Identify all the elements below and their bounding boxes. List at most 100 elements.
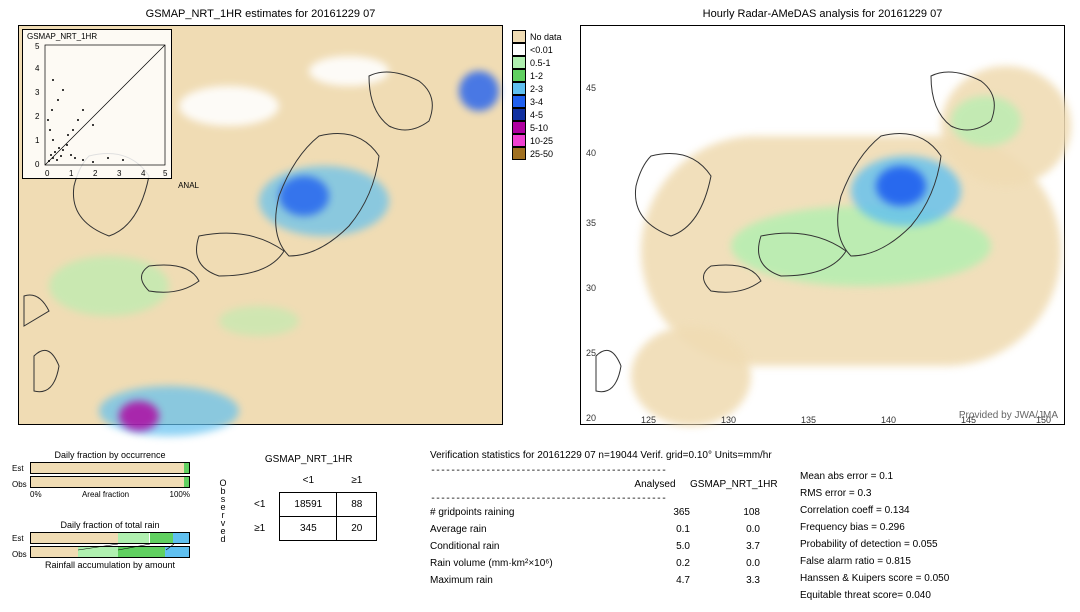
legend-item: 2-3 (512, 82, 562, 95)
svg-text:2: 2 (93, 169, 98, 178)
ctable-cell-10: 345 (280, 517, 337, 541)
legend-label: No data (530, 32, 562, 42)
legend-label: 10-25 (530, 136, 553, 146)
right-map-background: 454035 302520 125130135 140145150 (581, 26, 1064, 424)
metric-line: False alarm ratio = 0.815 (800, 553, 949, 570)
legend-label: 5-10 (530, 123, 548, 133)
frac-total-obs-bar (30, 546, 190, 558)
svg-text:40: 40 (586, 148, 596, 158)
contingency-table: GSMAP_NRT_1HR <1 ≥1 <1 18591 88 ≥1 345 2… (240, 454, 377, 541)
ctable-col-0: <1 (280, 469, 337, 493)
legend-swatch (512, 69, 526, 82)
metric-line: Probability of detection = 0.055 (800, 536, 949, 553)
svg-text:20: 20 (586, 413, 596, 423)
ctable-cell-00: 18591 (280, 493, 337, 517)
svg-text:140: 140 (881, 415, 896, 425)
stats-row: Conditional rain5.03.7 (430, 538, 772, 555)
svg-text:4: 4 (141, 169, 146, 178)
ctable-col-1: ≥1 (337, 469, 377, 493)
legend-swatch (512, 121, 526, 134)
legend-item: 0.5-1 (512, 56, 562, 69)
legend-swatch (512, 147, 526, 160)
right-coastline: 454035 302520 125130135 140145150 (581, 26, 1066, 426)
stats-val-a: 0.2 (620, 555, 690, 572)
fraction-occurrence-chart: Daily fraction by occurrence Est Obs 0% … (30, 450, 190, 499)
svg-text:135: 135 (801, 415, 816, 425)
svg-text:45: 45 (586, 83, 596, 93)
stats-metrics: Mean abs error = 0.1RMS error = 0.3Corre… (800, 468, 949, 604)
frac-x-mid: Areal fraction (82, 490, 129, 499)
ctable-title: GSMAP_NRT_1HR (240, 454, 377, 465)
stats-label: Maximum rain (430, 572, 620, 589)
left-map-title: GSMAP_NRT_1HR estimates for 20161229 07 (19, 8, 502, 20)
legend-swatch (512, 134, 526, 147)
svg-text:2: 2 (35, 112, 40, 121)
svg-text:0: 0 (35, 160, 40, 169)
stats-val-b: 0.0 (690, 521, 760, 538)
legend-item: 4-5 (512, 108, 562, 121)
stats-label: Rain volume (mm·km²×10⁶) (430, 555, 620, 572)
right-map-panel: Hourly Radar-AMeDAS analysis for 2016122… (580, 25, 1065, 425)
metric-line: Hanssen & Kuipers score = 0.050 (800, 570, 949, 587)
legend-item: 10-25 (512, 134, 562, 147)
legend-swatch (512, 95, 526, 108)
frac-occ-est-bar (30, 462, 190, 474)
legend-item: 3-4 (512, 95, 562, 108)
legend-label: 25-50 (530, 149, 553, 159)
stats-col-gsmap: GSMAP_NRT_1HR (690, 476, 760, 493)
stats-section: Verification statistics for 20161229 07 … (430, 450, 772, 589)
legend-label: 0.5-1 (530, 58, 551, 68)
scatter-xlabel: ANAL (178, 181, 199, 190)
legend-swatch (512, 82, 526, 95)
legend-swatch (512, 30, 526, 43)
stats-val-a: 4.7 (620, 572, 690, 589)
legend-item: 5-10 (512, 121, 562, 134)
legend-label: 1-2 (530, 71, 543, 81)
legend-swatch (512, 108, 526, 121)
stats-val-a: 5.0 (620, 538, 690, 555)
legend-item: 25-50 (512, 147, 562, 160)
stats-col-analysed: Analysed (620, 476, 690, 493)
svg-text:30: 30 (586, 283, 596, 293)
stats-val-b: 3.3 (690, 572, 760, 589)
svg-text:1: 1 (69, 169, 74, 178)
svg-text:0: 0 (45, 169, 50, 178)
metric-line: RMS error = 0.3 (800, 485, 949, 502)
scatter-inset: GSMAP_NRT_1HR 012 345 012 345 (22, 29, 172, 179)
fraction-total-chart: Daily fraction of total rain Est Obs Rai… (30, 520, 190, 572)
color-legend: No data <0.01 0.5-1 1-2 2-3 3-44-5 5-10 10-25 25… (512, 30, 562, 160)
stats-row: # gridpoints raining365108 (430, 504, 772, 521)
stats-row: Maximum rain4.73.3 (430, 572, 772, 589)
obs-label-1: Obs (12, 480, 27, 489)
frac-occ-obs-bar (30, 476, 190, 488)
legend-swatch (512, 56, 526, 69)
svg-text:1: 1 (35, 136, 40, 145)
est-label-1: Est (12, 464, 24, 473)
legend-item: No data (512, 30, 562, 43)
frac-total-title: Daily fraction of total rain (30, 520, 190, 530)
ctable-row-0: <1 (240, 493, 280, 517)
stats-dash-2: ----------------------------------------… (430, 493, 772, 504)
ctable-cell-01: 88 (337, 493, 377, 517)
frac-x-right: 100% (170, 490, 190, 499)
stats-val-a: 0.1 (620, 521, 690, 538)
frac-x-left: 0% (30, 490, 42, 499)
stats-header: Verification statistics for 20161229 07 … (430, 450, 772, 461)
frac-total-est-bar (30, 532, 190, 544)
stats-label: Average rain (430, 521, 620, 538)
legend-label: 3-4 (530, 97, 543, 107)
stats-label: Conditional rain (430, 538, 620, 555)
svg-text:35: 35 (586, 218, 596, 228)
metric-line: Equitable threat score= 0.040 (800, 587, 949, 604)
metric-line: Frequency bias = 0.296 (800, 519, 949, 536)
svg-text:25: 25 (586, 348, 596, 358)
svg-text:125: 125 (641, 415, 656, 425)
legend-label: 2-3 (530, 84, 543, 94)
provided-by-label: Provided by JWA/JMA (959, 410, 1058, 421)
svg-text:3: 3 (35, 88, 40, 97)
legend-label: <0.01 (530, 45, 553, 55)
svg-text:5: 5 (163, 169, 168, 178)
stats-row: Average rain0.10.0 (430, 521, 772, 538)
legend-item: <0.01 (512, 43, 562, 56)
metric-line: Correlation coeff = 0.134 (800, 502, 949, 519)
